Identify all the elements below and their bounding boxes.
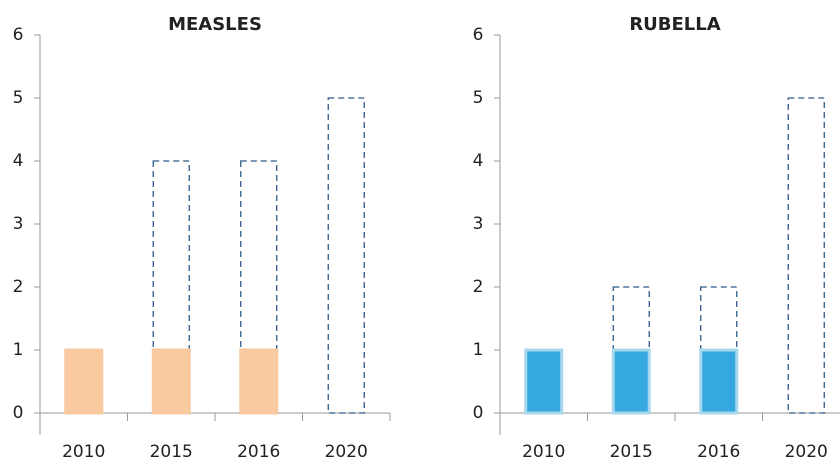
y-tick-label: 1	[473, 340, 484, 360]
chart-title: RUBELLA	[629, 14, 720, 35]
y-tick-label: 4	[473, 151, 484, 171]
x-tick-label: 2010	[522, 442, 565, 462]
bar	[699, 348, 739, 415]
chart-title: MEASLES	[168, 14, 262, 35]
y-tick-label: 5	[473, 88, 484, 108]
x-tick-label: 2015	[150, 442, 193, 462]
y-tick-label: 3	[473, 214, 484, 234]
y-tick-label: 6	[13, 25, 24, 45]
bar	[239, 348, 279, 415]
y-tick-label: 0	[13, 403, 24, 423]
x-tick-label: 2015	[610, 442, 653, 462]
x-tick-label: 2020	[325, 442, 368, 462]
y-tick-label: 1	[13, 340, 24, 360]
y-tick-label: 2	[13, 277, 24, 297]
x-tick-label: 2010	[62, 442, 105, 462]
bar	[611, 348, 651, 415]
y-tick-label: 6	[473, 25, 484, 45]
bar	[64, 348, 104, 415]
y-tick-label: 5	[13, 88, 24, 108]
x-tick-label: 2016	[697, 442, 740, 462]
y-tick-label: 0	[473, 403, 484, 423]
y-tick-label: 4	[13, 151, 24, 171]
bar	[151, 348, 191, 415]
x-tick-label: 2020	[785, 442, 828, 462]
x-tick-label: 2016	[237, 442, 280, 462]
y-tick-label: 2	[473, 277, 484, 297]
bar	[524, 348, 564, 415]
y-tick-label: 3	[13, 214, 24, 234]
bar	[327, 97, 365, 414]
bar	[787, 97, 825, 414]
